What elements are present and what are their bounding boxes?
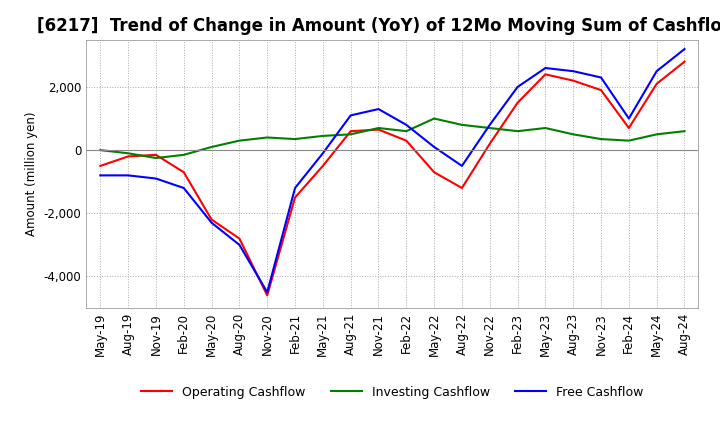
Line: Operating Cashflow: Operating Cashflow xyxy=(100,62,685,295)
Free Cashflow xyxy=(430,144,438,150)
Investing Cashflow xyxy=(652,132,661,137)
Operating Cashflow xyxy=(680,59,689,64)
Operating Cashflow xyxy=(485,141,494,147)
Investing Cashflow xyxy=(597,136,606,142)
Investing Cashflow xyxy=(207,144,216,150)
Free Cashflow xyxy=(374,106,383,112)
Free Cashflow xyxy=(402,122,410,128)
Free Cashflow xyxy=(207,220,216,225)
Legend: Operating Cashflow, Investing Cashflow, Free Cashflow: Operating Cashflow, Investing Cashflow, … xyxy=(136,381,649,404)
Operating Cashflow xyxy=(569,78,577,83)
Free Cashflow xyxy=(652,69,661,74)
Investing Cashflow xyxy=(680,128,689,134)
Investing Cashflow xyxy=(458,122,467,128)
Free Cashflow xyxy=(179,185,188,191)
Y-axis label: Amount (million yen): Amount (million yen) xyxy=(25,112,38,236)
Operating Cashflow xyxy=(124,154,132,159)
Free Cashflow xyxy=(318,150,327,156)
Investing Cashflow xyxy=(96,147,104,153)
Free Cashflow xyxy=(263,290,271,295)
Operating Cashflow xyxy=(263,293,271,298)
Free Cashflow xyxy=(152,176,161,181)
Investing Cashflow xyxy=(624,138,633,143)
Free Cashflow xyxy=(680,47,689,52)
Free Cashflow xyxy=(291,185,300,191)
Free Cashflow xyxy=(124,173,132,178)
Title: [6217]  Trend of Change in Amount (YoY) of 12Mo Moving Sum of Cashflows: [6217] Trend of Change in Amount (YoY) o… xyxy=(37,17,720,35)
Operating Cashflow xyxy=(402,138,410,143)
Operating Cashflow xyxy=(541,72,550,77)
Investing Cashflow xyxy=(346,132,355,137)
Free Cashflow xyxy=(513,84,522,90)
Investing Cashflow xyxy=(179,152,188,158)
Operating Cashflow xyxy=(597,88,606,93)
Investing Cashflow xyxy=(374,125,383,131)
Free Cashflow xyxy=(569,69,577,74)
Operating Cashflow xyxy=(652,81,661,86)
Investing Cashflow xyxy=(402,128,410,134)
Operating Cashflow xyxy=(458,185,467,191)
Investing Cashflow xyxy=(513,128,522,134)
Free Cashflow xyxy=(624,116,633,121)
Investing Cashflow xyxy=(485,125,494,131)
Free Cashflow xyxy=(485,122,494,128)
Operating Cashflow xyxy=(207,217,216,222)
Investing Cashflow xyxy=(152,155,161,161)
Investing Cashflow xyxy=(263,135,271,140)
Operating Cashflow xyxy=(318,163,327,169)
Operating Cashflow xyxy=(179,169,188,175)
Operating Cashflow xyxy=(235,236,243,241)
Line: Free Cashflow: Free Cashflow xyxy=(100,49,685,292)
Investing Cashflow xyxy=(541,125,550,131)
Investing Cashflow xyxy=(569,132,577,137)
Investing Cashflow xyxy=(430,116,438,121)
Investing Cashflow xyxy=(291,136,300,142)
Investing Cashflow xyxy=(124,150,132,156)
Free Cashflow xyxy=(597,75,606,80)
Operating Cashflow xyxy=(624,125,633,131)
Operating Cashflow xyxy=(152,152,161,158)
Operating Cashflow xyxy=(374,127,383,132)
Free Cashflow xyxy=(346,113,355,118)
Operating Cashflow xyxy=(291,195,300,200)
Operating Cashflow xyxy=(96,163,104,169)
Operating Cashflow xyxy=(513,100,522,106)
Line: Investing Cashflow: Investing Cashflow xyxy=(100,118,685,158)
Investing Cashflow xyxy=(235,138,243,143)
Free Cashflow xyxy=(541,66,550,71)
Operating Cashflow xyxy=(430,169,438,175)
Free Cashflow xyxy=(96,173,104,178)
Investing Cashflow xyxy=(318,133,327,139)
Free Cashflow xyxy=(235,242,243,247)
Operating Cashflow xyxy=(346,128,355,134)
Free Cashflow xyxy=(458,163,467,169)
